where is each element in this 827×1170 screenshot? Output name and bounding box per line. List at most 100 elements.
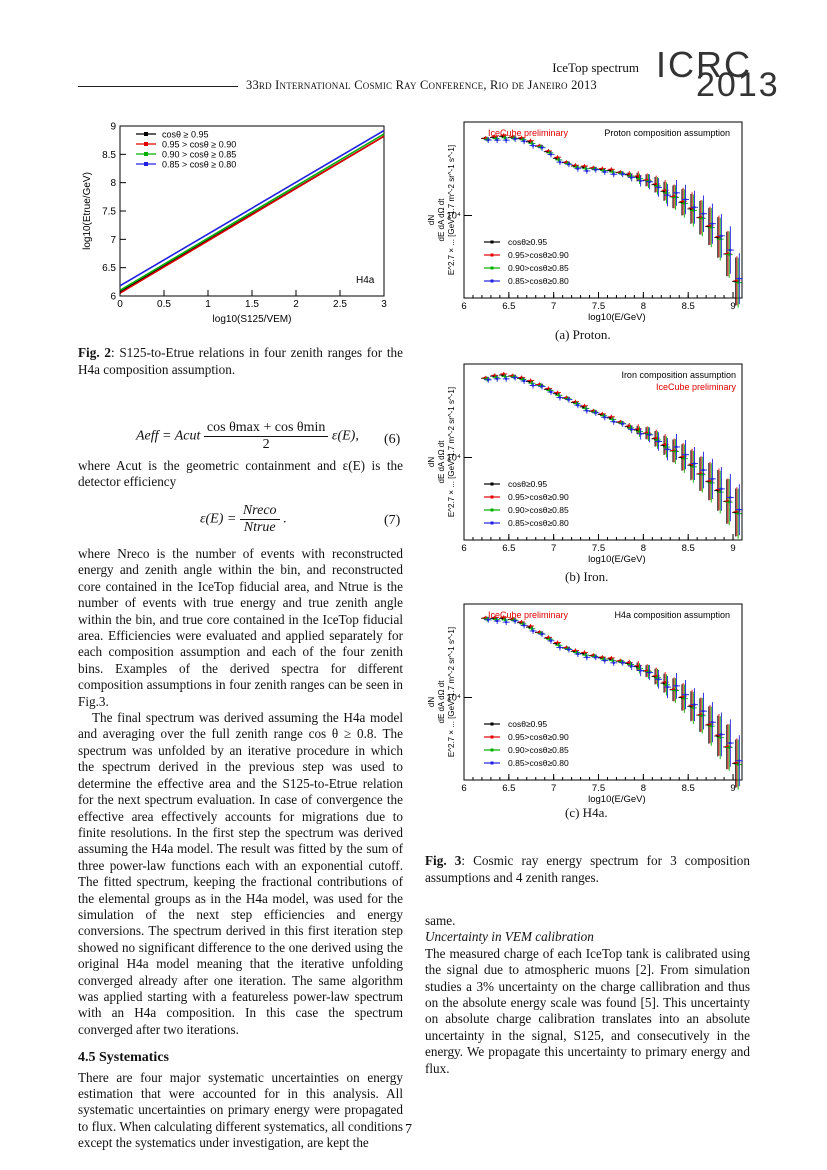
fig3-point — [609, 658, 612, 660]
fig3-point — [620, 660, 623, 663]
fig3-point — [493, 616, 496, 619]
fig3-point — [647, 670, 650, 673]
fig3-point — [502, 372, 505, 375]
fig3-point — [612, 661, 615, 664]
fig3-point — [647, 432, 650, 435]
fig3-point — [523, 379, 526, 382]
fig3-point — [637, 427, 640, 430]
fig2-series-line — [119, 135, 385, 294]
fig3-point — [636, 176, 639, 178]
eq7-denominator: Ntrue — [243, 520, 276, 535]
fig3-xtick-label: 6.5 — [502, 783, 515, 794]
fig3-point — [700, 472, 703, 475]
fig3-point — [557, 158, 560, 161]
subcaption-iron: (b) Iron. — [565, 569, 609, 584]
fig3-point — [583, 165, 586, 167]
eq7-lhs: ε(E) = — [200, 511, 237, 527]
fig3-point — [521, 138, 524, 141]
equation-7: ε(E) = Nreco Ntrue . — [200, 503, 287, 536]
fig2-series-line — [119, 129, 385, 287]
fig3-point — [700, 713, 703, 716]
fig3-point — [529, 625, 532, 627]
page-number: 7 — [405, 1122, 412, 1137]
fig3-ylabel-bottom: dE dA dΩ dt — [437, 440, 446, 484]
fig3-point — [619, 659, 622, 662]
fig3-point — [664, 189, 667, 192]
fig3-point — [530, 382, 533, 385]
fig3-point — [683, 697, 686, 700]
fig3-point — [538, 631, 541, 634]
para-systematics: There are four major systematic uncertai… — [78, 1069, 403, 1151]
fig3-point — [662, 190, 665, 193]
fig3-point — [529, 379, 532, 382]
fig2-xtick-label: 0 — [117, 299, 123, 310]
fig3-point — [717, 733, 720, 736]
fig3-point — [665, 191, 668, 194]
fig3-point — [734, 762, 737, 765]
fig3-point — [656, 676, 659, 679]
fig3-caption: Fig. 3: Cosmic ray energy spectrum for 3… — [425, 852, 750, 886]
fig3-point — [501, 135, 504, 138]
fig3-point — [729, 496, 732, 499]
fig3-point — [574, 400, 577, 403]
fig3-point — [611, 171, 614, 174]
fig3-legend-marker — [490, 761, 494, 765]
fig2-ytick-label: 7.5 — [102, 207, 116, 218]
fig3-point — [628, 424, 631, 427]
fig3-point — [648, 180, 651, 183]
fig3-xtick-label: 8.5 — [682, 783, 695, 794]
fig3-point — [629, 663, 632, 666]
fig3-point — [657, 440, 660, 443]
fig3-legend-marker — [490, 722, 494, 726]
fig3-point — [665, 683, 668, 686]
fig2-ytick-label: 9 — [110, 122, 116, 133]
fig3-point — [600, 413, 603, 416]
fig3-point — [611, 659, 614, 662]
fig3-point — [602, 414, 605, 417]
fig3-point — [657, 678, 660, 681]
fig3-legend-marker — [490, 279, 494, 283]
fig2-ytick-label: 6 — [110, 292, 116, 303]
fig3-point — [717, 488, 720, 491]
fig3-point — [711, 477, 714, 480]
fig3-xlabel: log10(E/GeV) — [588, 554, 646, 564]
fig3-point — [575, 402, 578, 405]
fig3-point — [702, 710, 705, 713]
fig3-point — [628, 173, 631, 176]
fig3-point — [528, 380, 531, 383]
fig3-point — [662, 682, 665, 685]
fig3-point — [726, 745, 729, 748]
fig3-point — [738, 759, 741, 762]
fig3-point — [654, 183, 657, 186]
fig3-point — [502, 134, 505, 137]
fig3-point — [666, 194, 669, 197]
fig3-point — [735, 279, 738, 282]
fig2-xtick-label: 1 — [205, 299, 211, 310]
fig3-point — [646, 669, 649, 672]
fig2-xtick-label: 0.5 — [157, 299, 171, 310]
fig3-xtick-label: 8 — [641, 543, 646, 554]
fig3-point — [737, 281, 740, 284]
fig3-point — [612, 420, 615, 423]
fig3-legend-marker — [490, 521, 494, 525]
fig2-series-line — [119, 133, 385, 292]
para-nreco: where Nreco is the number of events with… — [78, 546, 403, 709]
fig3-legend-label: 0.90>cosθ≥0.85 — [508, 745, 569, 755]
fig3-xtick-label: 7 — [551, 783, 556, 794]
fig3-point — [565, 646, 568, 649]
fig2-xtick-label: 2 — [293, 299, 299, 310]
fig3-point — [484, 616, 487, 619]
fig3-point — [710, 481, 713, 484]
fig3-point — [646, 178, 649, 181]
fig3-plot-frame — [463, 363, 743, 541]
fig3-point — [556, 156, 559, 159]
fig3-point — [648, 433, 651, 436]
fig3-ylabel-bottom: dE dA dΩ dt — [437, 680, 446, 724]
fig3-point — [566, 162, 569, 165]
fig3-point — [728, 253, 731, 256]
fig3-point — [593, 167, 596, 170]
fig3-point — [675, 684, 678, 687]
fig3-point — [532, 384, 535, 387]
fig3-point — [514, 619, 517, 622]
fig3-panel-title: H4a composition assumption — [614, 610, 730, 620]
